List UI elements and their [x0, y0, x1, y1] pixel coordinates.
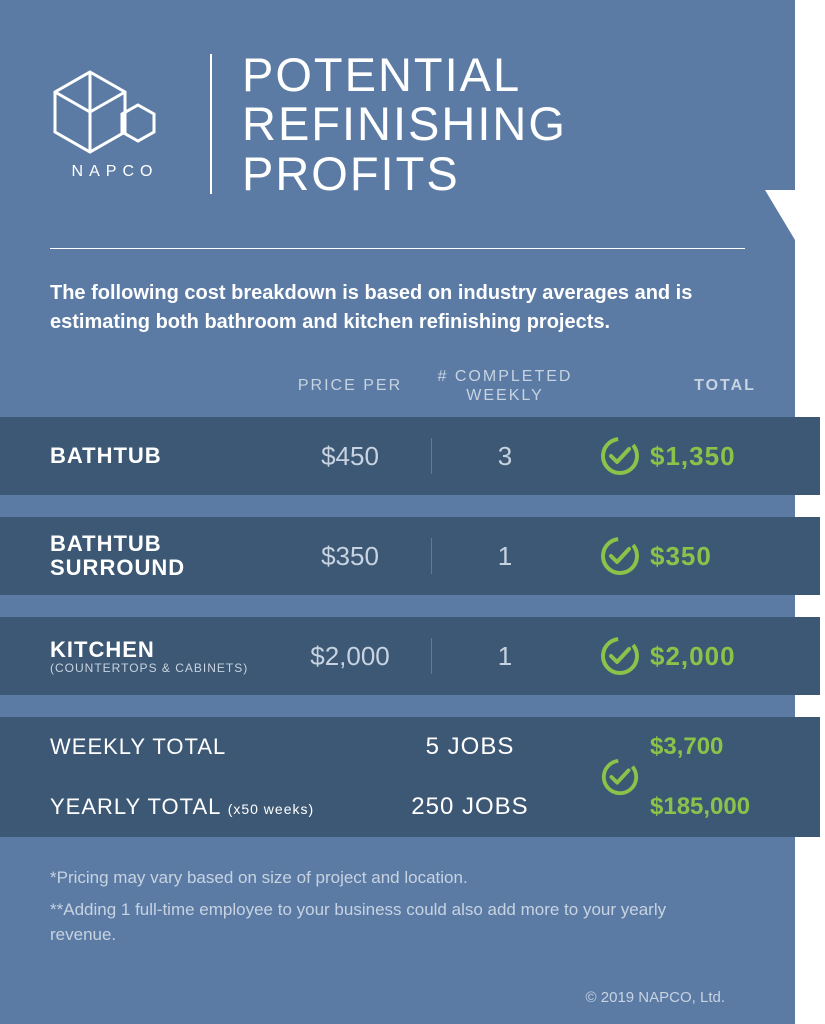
logo: NAPCO: [50, 67, 180, 181]
footnote-1: *Pricing may vary based on size of proje…: [50, 865, 705, 891]
table-row: BATHTUB $450 3 $1,350: [0, 417, 795, 495]
row-name: KITCHEN (COUNTERTOPS & CABINETS): [50, 638, 280, 675]
row-qty: 1: [420, 641, 590, 672]
row-total: $1,350: [650, 441, 800, 472]
weekly-total-value: $3,700: [650, 733, 800, 761]
row-total: $350: [650, 541, 800, 572]
title-line: PROFITS: [242, 149, 567, 198]
col-header-total: TOTAL: [650, 377, 800, 395]
row-qty: 1: [420, 541, 590, 572]
decorative-notch: [765, 190, 795, 240]
header-divider: [210, 54, 212, 194]
page-title: POTENTIAL REFINISHING PROFITS: [242, 50, 567, 198]
check-icon: [590, 635, 650, 677]
yearly-jobs: 250 JOBS: [350, 793, 590, 821]
intro-text: The following cost breakdown is based on…: [0, 249, 795, 367]
weekly-total-label: WEEKLY TOTAL: [50, 734, 350, 760]
yearly-total-label: YEARLY TOTAL (x50 weeks): [50, 794, 350, 820]
pricing-table: PRICE PER # COMPLETED WEEKLY TOTAL BATHT…: [0, 367, 795, 837]
row-price: $350: [280, 541, 420, 572]
check-icon: [590, 435, 650, 477]
row-name: BATHTUB SURROUND: [50, 532, 280, 580]
row-total: $2,000: [650, 641, 800, 672]
row-name: BATHTUB: [50, 444, 280, 468]
footnote-2: **Adding 1 full-time employee to your bu…: [50, 897, 705, 948]
row-qty: 3: [420, 441, 590, 472]
check-icon: [590, 535, 650, 577]
title-line: POTENTIAL: [242, 50, 567, 99]
col-header-price: PRICE PER: [280, 377, 420, 395]
infographic-card: NAPCO POTENTIAL REFINISHING PROFITS The …: [0, 0, 795, 1024]
brand-name: NAPCO: [72, 163, 159, 181]
yearly-total-value: $185,000: [650, 793, 800, 821]
copyright: © 2019 NAPCO, Ltd.: [586, 989, 725, 1006]
row-price: $450: [280, 441, 420, 472]
table-header-row: PRICE PER # COMPLETED WEEKLY TOTAL: [0, 367, 795, 417]
col-header-qty: # COMPLETED WEEKLY: [420, 367, 590, 405]
row-price: $2,000: [280, 641, 420, 672]
napco-logo-icon: [50, 67, 180, 157]
check-icon: [590, 757, 650, 797]
header: NAPCO POTENTIAL REFINISHING PROFITS: [0, 0, 795, 218]
weekly-jobs: 5 JOBS: [350, 733, 590, 761]
summary-block: WEEKLY TOTAL 5 JOBS $3,700 YEARLY TOTAL …: [0, 717, 795, 837]
footnotes: *Pricing may vary based on size of proje…: [0, 837, 795, 964]
table-row: BATHTUB SURROUND $350 1 $350: [0, 517, 795, 595]
title-line: REFINISHING: [242, 99, 567, 148]
table-row: KITCHEN (COUNTERTOPS & CABINETS) $2,000 …: [0, 617, 795, 695]
